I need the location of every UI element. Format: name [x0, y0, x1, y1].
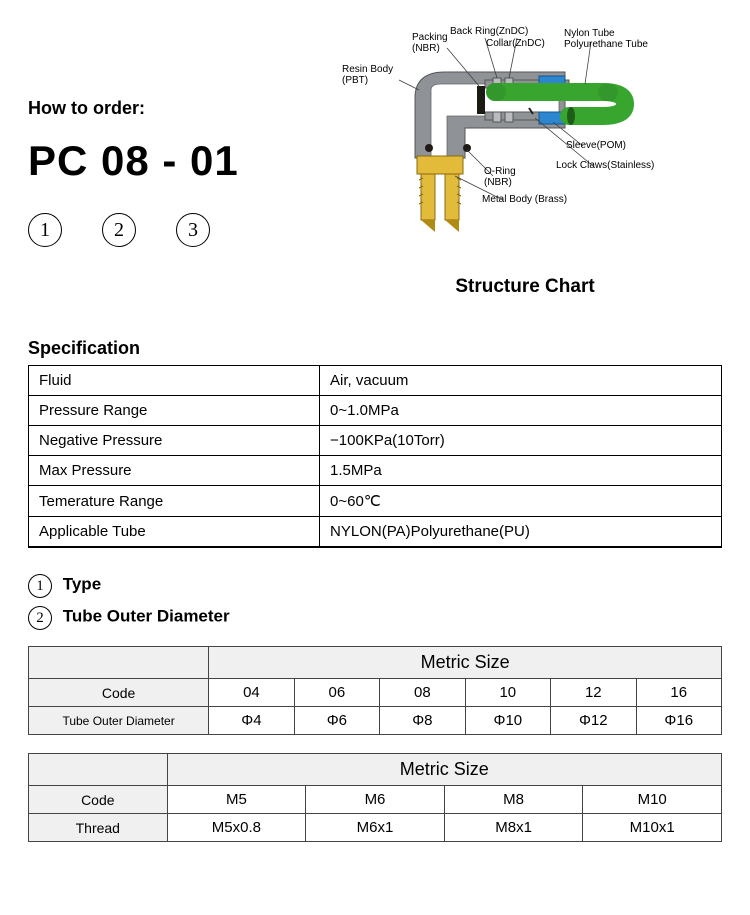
specification-table: FluidAir, vacuumPressure Range0~1.0MPaNe…	[28, 365, 722, 548]
size1-diam-cell: Φ16	[636, 707, 721, 735]
spec-key: Max Pressure	[29, 456, 320, 486]
type-section-num: 1	[28, 574, 52, 598]
size2-code-label: Code	[29, 786, 168, 814]
spec-key: Pressure Range	[29, 396, 320, 426]
spec-key: Fluid	[29, 366, 320, 396]
size2-code-cell: M6	[306, 786, 445, 814]
tube-diameter-table: Metric SizeCode040608101216 Tube Outer Di…	[28, 646, 722, 735]
diameter-section-heading: 2 Tube Outer Diameter	[28, 606, 722, 630]
spec-key: Applicable Tube	[29, 517, 320, 548]
type-section-heading: 1 Type	[28, 574, 722, 598]
thread-table: Metric SizeCodeM5M6M8M10 ThreadM5x0.8M6x1…	[28, 753, 722, 842]
size1-code-cell: 16	[636, 679, 721, 707]
size2-thread-cell: M8x1	[444, 814, 583, 842]
how-to-order-label: How to order:	[28, 98, 308, 119]
spec-row: Applicable TubeNYLON(PA)Polyurethane(PU)	[29, 517, 722, 548]
order-code: PC 08 - 01	[28, 137, 308, 185]
size1-corner	[29, 647, 209, 679]
spec-value: Air, vacuum	[320, 366, 722, 396]
structure-diagram: Resin Body(PBT) Packing(NBR) Back Ring(Z…	[328, 28, 722, 268]
size1-diam-cell: Φ10	[465, 707, 550, 735]
label-o-ring: O-Ring(NBR)	[484, 166, 516, 188]
size1-code-cell: 04	[209, 679, 294, 707]
size2-group: Metric Size	[167, 754, 721, 786]
label-lock-claws: Lock Claws(Stainless)	[556, 160, 654, 171]
spec-value: NYLON(PA)Polyurethane(PU)	[320, 517, 722, 548]
spec-row: Max Pressure1.5MPa	[29, 456, 722, 486]
size1-code-cell: 10	[465, 679, 550, 707]
size2-thread-cell: M5x0.8	[167, 814, 306, 842]
size1-code-cell: 08	[380, 679, 465, 707]
spec-row: Negative Pressure−100KPa(10Torr)	[29, 426, 722, 456]
size2-thread-label: Thread	[29, 814, 168, 842]
spec-key: Temerature Range	[29, 486, 320, 517]
spec-value: 0~60℃	[320, 486, 722, 517]
size1-code-cell: 06	[294, 679, 379, 707]
spec-key: Negative Pressure	[29, 426, 320, 456]
size1-diam-cell: Φ12	[551, 707, 636, 735]
legend-circle-2: 2	[102, 213, 136, 247]
specification-heading: Specification	[28, 338, 722, 359]
size1-code-label: Code	[29, 679, 209, 707]
size1-code-cell: 12	[551, 679, 636, 707]
size2-corner	[29, 754, 168, 786]
order-legend-circles: 1 2 3	[28, 213, 308, 247]
legend-circle-1: 1	[28, 213, 62, 247]
spec-value: 0~1.0MPa	[320, 396, 722, 426]
label-collar: Collar(ZnDC)	[486, 38, 545, 49]
type-section-title: Type	[63, 575, 101, 594]
diameter-section-num: 2	[28, 606, 52, 630]
size2-thread-cell: M10x1	[583, 814, 722, 842]
size1-diam-cell: Φ8	[380, 707, 465, 735]
spec-value: 1.5MPa	[320, 456, 722, 486]
label-metal-body: Metal Body (Brass)	[482, 194, 567, 205]
size1-diam-cell: Φ4	[209, 707, 294, 735]
spec-row: Temerature Range0~60℃	[29, 486, 722, 517]
size1-group: Metric Size	[209, 647, 722, 679]
size2-thread-cell: M6x1	[306, 814, 445, 842]
spec-row: Pressure Range0~1.0MPa	[29, 396, 722, 426]
size2-code-cell: M8	[444, 786, 583, 814]
label-back-ring: Back Ring(ZnDC)	[450, 26, 528, 37]
spec-value: −100KPa(10Torr)	[320, 426, 722, 456]
label-resin-body: Resin Body(PBT)	[342, 64, 393, 86]
size1-diam-cell: Φ6	[294, 707, 379, 735]
size1-diam-label: Tube Outer Diameter	[29, 707, 209, 735]
spec-row: FluidAir, vacuum	[29, 366, 722, 396]
diameter-section-title: Tube Outer Diameter	[63, 607, 230, 626]
structure-chart-caption: Structure Chart	[328, 276, 722, 298]
legend-circle-3: 3	[176, 213, 210, 247]
label-packing: Packing(NBR)	[412, 32, 448, 54]
label-nylon-tube: Nylon TubePolyurethane Tube	[564, 28, 648, 50]
label-sleeve: Sleeve(POM)	[566, 140, 626, 151]
size2-code-cell: M10	[583, 786, 722, 814]
size2-code-cell: M5	[167, 786, 306, 814]
